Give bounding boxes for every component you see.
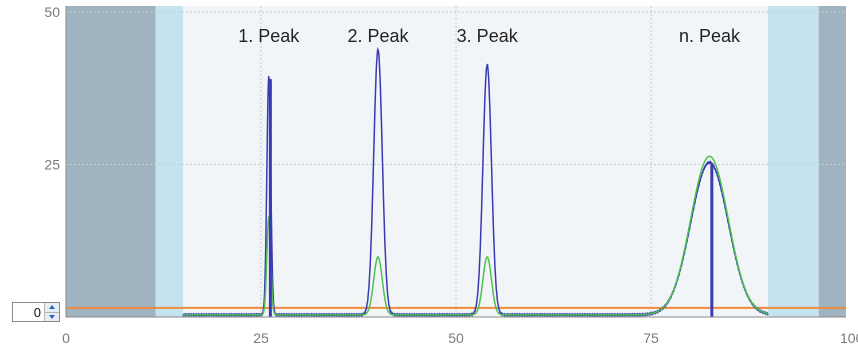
offset-spinbox[interactable]: 0 (12, 302, 60, 322)
peak-label: 2. Peak (347, 26, 409, 46)
spinner-buttons (44, 303, 59, 321)
x-tick-label: 50 (448, 330, 464, 346)
arrow-up-icon (49, 305, 55, 310)
shaded-region (818, 6, 846, 317)
peak-label: 3. Peak (457, 26, 519, 46)
series-line (183, 155, 769, 316)
x-tick-label: 75 (643, 330, 659, 346)
peak-markers (268, 79, 714, 317)
y-tick-label: 50 (44, 4, 60, 20)
series-lines (66, 47, 846, 318)
x-tick-label: 25 (253, 330, 269, 346)
y-tick-label: 25 (44, 157, 60, 173)
decrement-button[interactable] (45, 311, 59, 321)
shaded-region (768, 6, 819, 317)
shaded-regions (66, 6, 846, 317)
peak-label: n. Peak (679, 26, 741, 46)
peak-label: 1. Peak (238, 26, 300, 46)
axis-tick-labels: 0 25 50 75 100 25 50 (44, 4, 858, 346)
x-tick-label: 100 (840, 330, 858, 346)
x-tick-label: 0 (62, 330, 70, 346)
plot-area (66, 6, 846, 317)
shaded-region (66, 6, 156, 317)
arrow-down-icon (49, 314, 55, 319)
offset-value[interactable]: 0 (33, 304, 41, 320)
peak-labels: 1. Peak 2. Peak 3. Peak n. Peak (238, 26, 741, 46)
shaded-region (155, 6, 183, 317)
increment-button[interactable] (45, 303, 59, 312)
